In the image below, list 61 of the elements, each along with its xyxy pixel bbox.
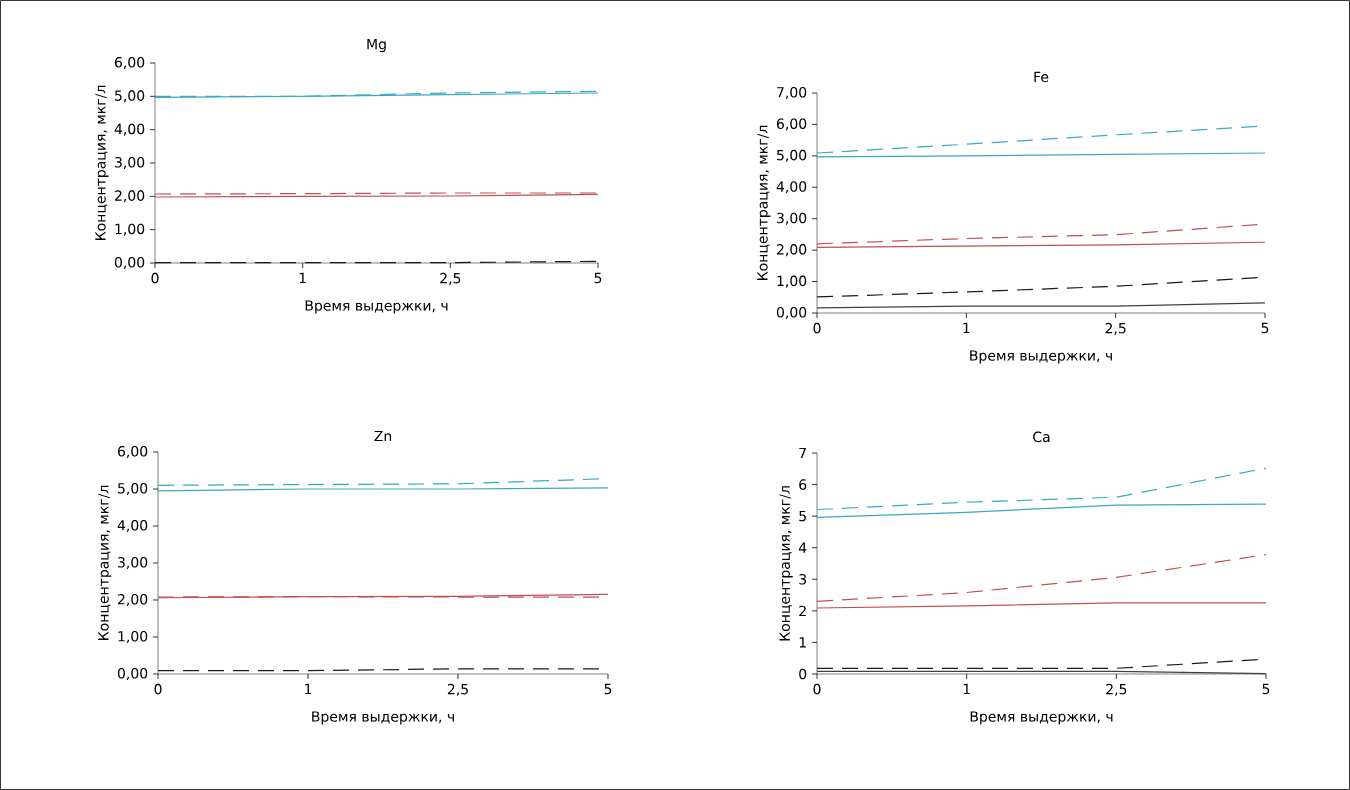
y-axis-title: Концентрация, мкг/л: [98, 485, 112, 640]
y-tick-label: 4,00: [117, 519, 148, 532]
y-tick-label: 5,00: [118, 482, 148, 495]
y-tick-label: 1,00: [777, 275, 807, 288]
y-tick-label: 3,00: [777, 212, 807, 225]
y-tick-label: 2,00: [114, 190, 145, 203]
y-tick-label: 3,00: [118, 556, 148, 569]
line-series: [816, 503, 1267, 518]
chart-title: Mg: [367, 39, 386, 53]
y-tick-label: 4: [798, 542, 807, 553]
y-tick-label: 4,00: [114, 123, 145, 136]
x-axis-title: Время выдержки, ч: [312, 711, 454, 725]
x-tick-label: 1: [305, 683, 312, 695]
x-tick-label: 5: [594, 272, 602, 284]
y-tick-label: 2,00: [776, 244, 807, 257]
line-series: [816, 554, 1267, 602]
x-tick-label: 2,5: [1105, 322, 1126, 335]
x-tick-label: 0: [813, 683, 821, 695]
y-tick-label: 1: [799, 637, 806, 648]
line-series: [816, 467, 1267, 511]
chart-title: Fe: [1034, 71, 1049, 83]
y-tick-label: 0,00: [114, 256, 145, 269]
y-tick-label: 2,00: [117, 593, 148, 606]
y-tick-label: 2: [799, 605, 806, 617]
x-tick-label: 0: [151, 272, 159, 284]
y-tick-label: 5,00: [777, 149, 807, 162]
y-tick-label: 4,00: [776, 181, 807, 194]
chart-title: Zn: [374, 430, 392, 442]
y-tick-label: 0: [799, 668, 807, 680]
chart-title: Ca: [1033, 431, 1050, 443]
y-tick-label: 0,00: [776, 306, 807, 319]
y-tick-label: 5: [799, 510, 806, 522]
y-tick-label: 6: [799, 479, 807, 490]
x-tick-label: 5: [1262, 683, 1270, 695]
x-tick-label: 2,5: [447, 683, 468, 696]
x-tick-label: 5: [1261, 322, 1269, 334]
y-axis-title: Концентрация, мкг/л: [757, 125, 771, 280]
y-tick-label: 3,00: [115, 156, 145, 169]
x-tick-label: 1: [963, 683, 970, 695]
y-tick-label: 6,00: [117, 445, 148, 458]
y-tick-label: 1,00: [115, 223, 145, 236]
y-tick-label: 6,00: [776, 118, 807, 131]
x-tick-label: 1: [299, 272, 306, 284]
y-tick-label: 5,00: [115, 90, 145, 103]
x-tick-label: 2,5: [440, 272, 461, 285]
x-axis-title: Время выдержки, ч: [970, 711, 1113, 725]
x-tick-label: 2,5: [1106, 683, 1127, 696]
y-axis-title: Концентрация, мкг/л: [779, 486, 793, 641]
x-tick-label: 0: [154, 683, 162, 695]
y-tick-label: 0,00: [117, 667, 148, 680]
y-tick-label: 1,00: [118, 630, 148, 643]
y-tick-label: 6,00: [114, 56, 145, 70]
y-axis-title: Концентрация, мкг/л: [95, 85, 109, 240]
x-tick-label: 1: [963, 322, 970, 334]
y-tick-label: 7,00: [777, 86, 807, 99]
x-axis-title: Время выдержки, ч: [970, 350, 1112, 364]
x-tick-label: 0: [813, 322, 821, 334]
x-axis-title: Время выдержки, ч: [305, 300, 448, 314]
x-tick-label: 5: [604, 683, 612, 695]
y-tick-label: 3: [799, 573, 807, 585]
y-tick-label: 7: [799, 447, 806, 459]
